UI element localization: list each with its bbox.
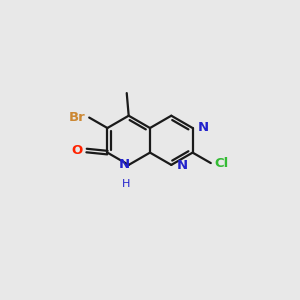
Text: N: N <box>119 158 130 171</box>
Text: O: O <box>72 144 83 157</box>
Text: N: N <box>177 159 188 172</box>
Text: Br: Br <box>69 111 86 124</box>
Text: H: H <box>122 179 130 189</box>
Text: Cl: Cl <box>214 157 229 169</box>
Text: N: N <box>198 121 209 134</box>
